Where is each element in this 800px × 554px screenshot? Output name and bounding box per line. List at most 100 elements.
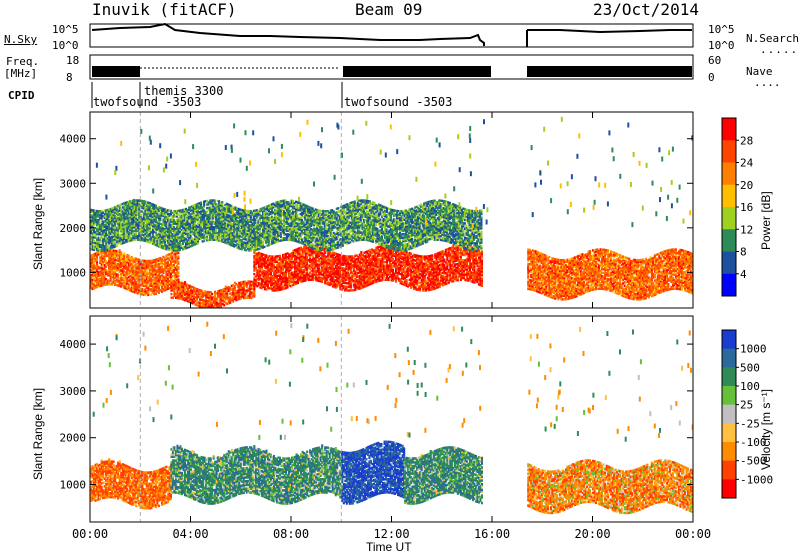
echo-cell [91, 269, 94, 273]
echo-cell [401, 273, 404, 276]
echo-cell [407, 267, 410, 270]
echo-cell [384, 255, 387, 258]
echo-cell [176, 296, 179, 300]
echo-cell [379, 275, 382, 278]
echo-cell [123, 266, 126, 270]
echo-cell [165, 286, 168, 289]
echo-cell [381, 275, 384, 278]
echo-cell [138, 278, 141, 281]
echo-cell [171, 259, 174, 262]
echo-cell [159, 283, 162, 287]
echo-cell [248, 296, 251, 299]
echo-cell [181, 281, 184, 285]
echo-cell [446, 251, 449, 255]
echo-cell [549, 288, 552, 292]
echo-cell [548, 282, 551, 286]
echo-cell [534, 271, 537, 275]
echo-cell [174, 256, 177, 259]
echo-cell [360, 251, 363, 254]
echo-cell [408, 255, 411, 258]
echo-cell [298, 265, 301, 268]
echo-cell [473, 267, 476, 270]
echo-cell [171, 287, 174, 290]
echo-cell [187, 294, 190, 298]
echo-cell [438, 280, 441, 283]
echo-cell [360, 281, 363, 284]
echo-cell [117, 254, 120, 257]
echo-cell [277, 283, 280, 286]
echo-cell [181, 288, 184, 292]
echo-cell [208, 291, 211, 294]
echo-cell [200, 291, 203, 294]
echo-cell [325, 255, 328, 259]
echo-cell [363, 258, 366, 262]
echo-cell [425, 269, 428, 272]
echo-cell [340, 274, 343, 277]
echo-cell [402, 270, 405, 274]
echo-cell [369, 257, 372, 261]
echo-cell [247, 296, 250, 299]
echo-cell [319, 278, 322, 281]
echo-cell [133, 271, 136, 274]
echo-cell [109, 283, 112, 286]
echo-cell [120, 285, 123, 288]
echo-cell [111, 276, 114, 279]
echo-cell [376, 276, 379, 279]
echo-cell [114, 272, 117, 276]
echo-cell [429, 270, 432, 274]
echo-cell [334, 261, 337, 264]
echo-cell [315, 273, 318, 277]
echo-cell [257, 278, 260, 281]
echo-cell [545, 272, 548, 275]
echo-cell [416, 256, 419, 259]
echo-cell [373, 270, 376, 273]
echo-cell [148, 261, 151, 264]
echo-cell [378, 245, 381, 249]
echo-cell [464, 259, 467, 262]
echo-cell [197, 290, 200, 293]
echo-cell [269, 276, 272, 280]
echo-cell [364, 250, 367, 254]
echo-cell [358, 278, 361, 281]
echo-cell [393, 274, 396, 277]
echo-cell [552, 286, 555, 289]
echo-cell [100, 262, 103, 266]
echo-cell [272, 271, 275, 274]
echo-cell [452, 254, 455, 258]
echo-cell [543, 282, 546, 285]
echo-cell [543, 286, 546, 289]
echo-cell [194, 287, 197, 290]
echo-cell [399, 281, 402, 285]
echo-cell [390, 273, 393, 277]
echo-cell [114, 262, 117, 265]
echo-cell [533, 271, 536, 274]
echo-cell [268, 255, 271, 258]
echo-cell [450, 255, 453, 258]
echo-cell [361, 273, 364, 276]
echo-cell [265, 277, 268, 280]
echo-cell [309, 267, 312, 271]
echo-cell [441, 259, 444, 262]
echo-cell [108, 270, 111, 273]
echo-cell [289, 256, 292, 259]
echo-cell [366, 268, 369, 271]
echo-cell [123, 259, 126, 263]
echo-cell [392, 275, 395, 279]
echo-cell [319, 273, 322, 276]
echo-cell [354, 274, 357, 277]
echo-cell [474, 258, 477, 262]
echo-cell [236, 285, 239, 289]
echo-cell [352, 280, 355, 283]
echo-cell [378, 267, 381, 270]
echo-cell [462, 269, 465, 273]
echo-cell [471, 255, 474, 259]
echo-cell [102, 278, 105, 281]
echo-cell [295, 275, 298, 278]
echo-cell [325, 262, 328, 266]
nsearch-label: N.Search [746, 32, 799, 45]
echo-cell [361, 282, 364, 285]
echo-cell [99, 283, 102, 286]
echo-cell [111, 261, 114, 265]
echo-cell [417, 262, 420, 265]
echo-cell [456, 248, 459, 251]
